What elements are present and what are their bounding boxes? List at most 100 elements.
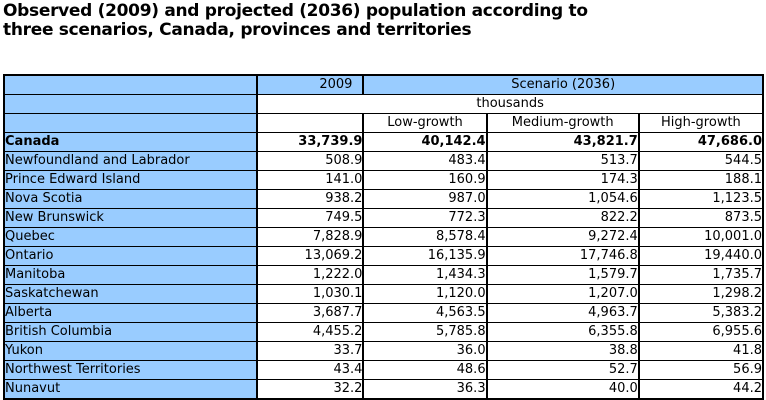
population-value: 4,963.7 (485, 303, 640, 323)
table-row: Ontario 13,069.2 16,135.9 17,746.8 19,44… (2, 246, 765, 266)
row-label: New Brunswick (2, 208, 259, 228)
row-label: British Columbia (2, 322, 259, 342)
header-unit-thousands: thousands (256, 94, 764, 114)
row-label: Yukon (2, 341, 259, 361)
row-label: Canada (2, 132, 259, 152)
table-row: Quebec 7,828.9 8,578.4 9,272.4 10,001.0 (2, 227, 765, 247)
header-row-year-scenario: 2009 Scenario (2036) (2, 74, 764, 95)
header-spacer-cell (2, 113, 259, 133)
row-label: Nunavut (2, 379, 259, 400)
population-value: 36.0 (362, 341, 488, 361)
table-row: Manitoba 1,222.0 1,434.3 1,579.7 1,735.7 (2, 265, 765, 285)
population-value: 1,207.0 (485, 284, 640, 304)
population-value: 1,298.2 (637, 284, 765, 304)
population-value: 513.7 (485, 151, 640, 171)
population-value: 544.5 (637, 151, 765, 171)
population-value: 1,123.5 (637, 189, 765, 209)
population-table: 2009 Scenario (2036) thousands Low-growt… (2, 74, 765, 400)
row-label: Ontario (2, 246, 259, 266)
population-value: 174.3 (485, 170, 640, 190)
population-value: 9,272.4 (485, 227, 640, 247)
population-value: 5,383.2 (637, 303, 765, 323)
header-row-unit: thousands (2, 94, 764, 114)
population-value: 13,069.2 (256, 246, 365, 266)
population-value: 4,563.5 (362, 303, 488, 323)
row-label: Quebec (2, 227, 259, 247)
population-value: 1,434.3 (362, 265, 488, 285)
population-value: 1,030.1 (256, 284, 365, 304)
population-value: 44.2 (637, 379, 765, 400)
header-year-2009: 2009 (256, 74, 365, 95)
population-value: 483.4 (362, 151, 488, 171)
population-value: 873.5 (637, 208, 765, 228)
population-value: 36.3 (362, 379, 488, 400)
population-value: 508.9 (256, 151, 365, 171)
population-value: 40,142.4 (362, 132, 488, 152)
population-value: 5,785.8 (362, 322, 488, 342)
table-row: Alberta 3,687.7 4,563.5 4,963.7 5,383.2 (2, 303, 765, 323)
header-low-growth: Low-growth (362, 113, 488, 133)
population-value: 56.9 (637, 360, 765, 380)
population-value: 7,828.9 (256, 227, 365, 247)
table-row: Northwest Territories 43.4 48.6 52.7 56.… (2, 360, 765, 380)
population-value: 160.9 (362, 170, 488, 190)
population-value: 749.5 (256, 208, 365, 228)
header-row-scenarios: Low-growth Medium-growth High-growth (2, 113, 765, 133)
population-value: 4,455.2 (256, 322, 365, 342)
population-value: 8,578.4 (362, 227, 488, 247)
population-value: 1,222.0 (256, 265, 365, 285)
header-medium-growth: Medium-growth (485, 113, 640, 133)
population-value: 6,955.6 (637, 322, 765, 342)
population-value: 141.0 (256, 170, 365, 190)
population-value: 1,054.6 (485, 189, 640, 209)
population-value: 3,687.7 (256, 303, 365, 323)
table-row: Newfoundland and Labrador 508.9 483.4 51… (2, 151, 765, 171)
page-title-line1: Observed (2009) and projected (2036) pop… (3, 1, 588, 21)
population-value: 1,735.7 (637, 265, 765, 285)
population-value: 40.0 (485, 379, 640, 400)
header-scenario-2036: Scenario (2036) (362, 74, 764, 95)
population-value: 987.0 (362, 189, 488, 209)
population-value: 33.7 (256, 341, 365, 361)
row-label: Nova Scotia (2, 189, 259, 209)
population-value: 1,579.7 (485, 265, 640, 285)
row-label: Newfoundland and Labrador (2, 151, 259, 171)
page-title-line2: three scenarios, Canada, provinces and t… (3, 20, 472, 40)
table-row: Saskatchewan 1,030.1 1,120.0 1,207.0 1,2… (2, 284, 765, 304)
row-label: Northwest Territories (2, 360, 259, 380)
population-value: 17,746.8 (485, 246, 640, 266)
header-spacer-cell (2, 94, 259, 114)
table-row: New Brunswick 749.5 772.3 822.2 873.5 (2, 208, 765, 228)
table-row: Yukon 33.7 36.0 38.8 41.8 (2, 341, 765, 361)
page-title: Observed (2009) and projected (2036) pop… (3, 2, 743, 40)
population-value: 33,739.9 (256, 132, 365, 152)
row-label: Prince Edward Island (2, 170, 259, 190)
table-row-canada: Canada 33,739.9 40,142.4 43,821.7 47,686… (2, 132, 765, 152)
population-value: 43,821.7 (485, 132, 640, 152)
population-value: 10,001.0 (637, 227, 765, 247)
table-row: Nova Scotia 938.2 987.0 1,054.6 1,123.5 (2, 189, 765, 209)
table-row: Nunavut 32.2 36.3 40.0 44.2 (2, 379, 765, 400)
population-value: 188.1 (637, 170, 765, 190)
header-spacer-cell (2, 74, 259, 95)
population-value: 38.8 (485, 341, 640, 361)
header-high-growth: High-growth (637, 113, 765, 133)
population-value: 822.2 (485, 208, 640, 228)
population-value: 52.7 (485, 360, 640, 380)
row-label: Manitoba (2, 265, 259, 285)
population-value: 41.8 (637, 341, 765, 361)
header-empty-cell (256, 113, 365, 133)
row-label: Saskatchewan (2, 284, 259, 304)
table-row: Prince Edward Island 141.0 160.9 174.3 1… (2, 170, 765, 190)
population-value: 43.4 (256, 360, 365, 380)
population-value: 938.2 (256, 189, 365, 209)
population-value: 19,440.0 (637, 246, 765, 266)
population-value: 16,135.9 (362, 246, 488, 266)
population-value: 6,355.8 (485, 322, 640, 342)
population-value: 32.2 (256, 379, 365, 400)
population-value: 47,686.0 (637, 132, 765, 152)
population-value: 1,120.0 (362, 284, 488, 304)
population-value: 48.6 (362, 360, 488, 380)
population-value: 772.3 (362, 208, 488, 228)
row-label: Alberta (2, 303, 259, 323)
